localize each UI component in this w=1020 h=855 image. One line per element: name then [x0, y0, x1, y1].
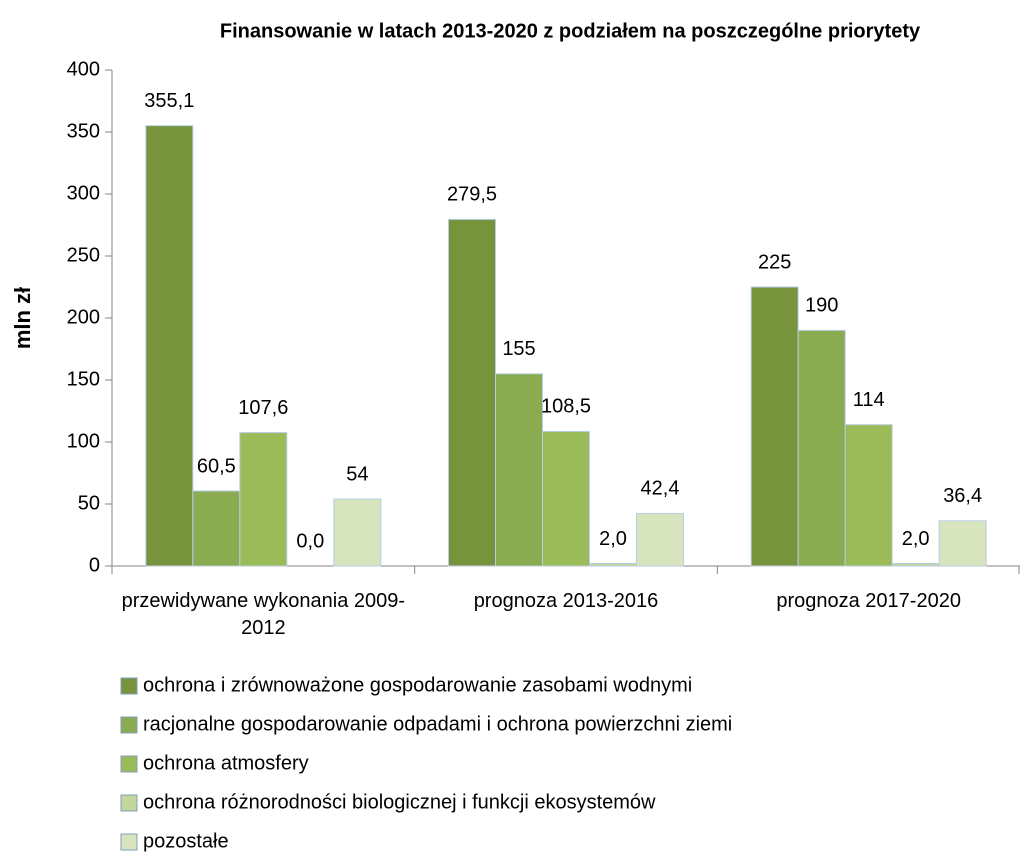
value-label: 54 — [346, 463, 368, 485]
bar — [145, 125, 194, 567]
legend-swatch — [120, 794, 138, 812]
value-label: 2,0 — [599, 528, 627, 550]
y-tick-label: 150 — [67, 368, 100, 390]
legend-swatch — [120, 833, 138, 851]
value-label: 355,1 — [144, 90, 194, 112]
bar — [192, 490, 241, 567]
y-tick-label: 50 — [78, 492, 100, 514]
value-label: 42,4 — [641, 478, 680, 500]
bar — [797, 329, 846, 567]
bar — [239, 432, 288, 567]
value-label: 2,0 — [902, 528, 930, 550]
value-label: 36,4 — [943, 485, 982, 507]
y-tick-label: 350 — [67, 120, 100, 142]
bar — [891, 563, 940, 567]
y-tick-label: 400 — [67, 58, 100, 80]
legend-swatch — [120, 755, 138, 773]
x-tick-label: prognoza 2013-2016 — [473, 590, 659, 612]
y-axis-label: mln zł — [10, 287, 35, 349]
legend-label: ochrona i zrównoważone gospodarowanie za… — [143, 674, 692, 696]
y-tick-label: 200 — [67, 306, 100, 328]
value-label: 108,5 — [541, 396, 591, 418]
value-label: 114 — [853, 389, 885, 411]
bar — [844, 424, 893, 567]
legend-swatch — [120, 677, 138, 695]
x-tick-label: prognoza 2017-2020 — [776, 590, 961, 612]
bar — [542, 430, 590, 567]
y-tick-label: 0 — [89, 554, 100, 576]
y-tick-label: 300 — [67, 182, 100, 204]
value-label: 0,0 — [296, 530, 324, 552]
bar — [636, 512, 684, 567]
value-label: 107,6 — [238, 397, 288, 419]
bar — [448, 218, 496, 567]
value-label: 155 — [502, 338, 535, 360]
legend-label: ochrona różnorodności biologicznej i fun… — [143, 791, 656, 813]
bar — [750, 286, 799, 567]
value-label: 60,5 — [197, 455, 236, 477]
legend-label: pozostałe — [143, 830, 229, 852]
legend-swatch — [120, 716, 138, 734]
legend-label: ochrona atmosfery — [143, 752, 309, 774]
legend-label: racjonalne gospodarowanie odpadami i och… — [143, 713, 732, 735]
bar — [589, 563, 637, 567]
value-label: 279,5 — [447, 184, 497, 206]
y-tick-label: 250 — [67, 244, 100, 266]
bar — [938, 520, 987, 567]
bar — [333, 498, 382, 567]
y-tick-label: 100 — [67, 430, 100, 452]
bar — [495, 373, 543, 567]
chart-title: Finansowanie w latach 2013-2020 z podzia… — [220, 20, 921, 42]
value-label: 225 — [758, 251, 791, 273]
x-tick-label: przewidywane wykonania 2009-2012 — [121, 590, 406, 639]
value-label: 190 — [805, 295, 838, 317]
